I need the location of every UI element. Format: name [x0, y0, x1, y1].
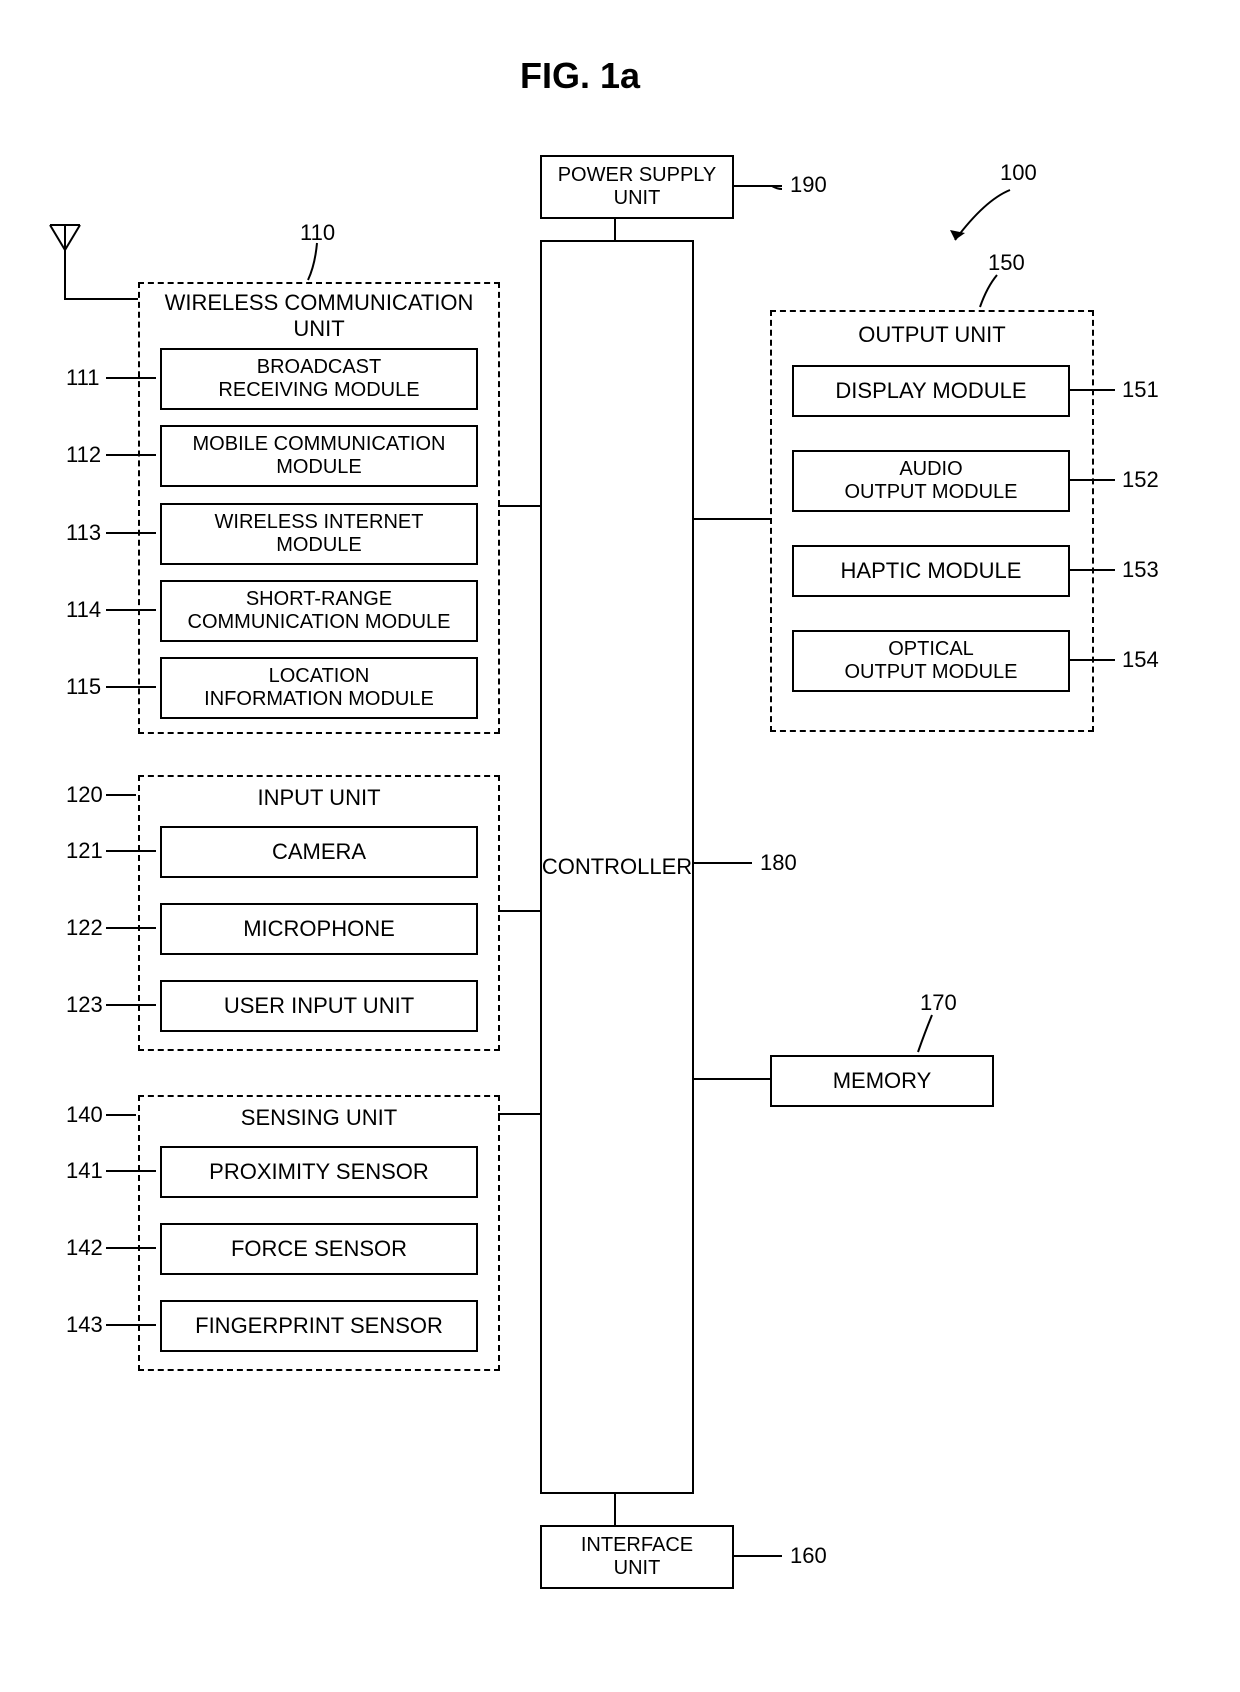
leader-122: [106, 927, 156, 929]
connector-interface: [614, 1492, 616, 1525]
interface-label: INTERFACE UNIT: [581, 1534, 693, 1580]
ref-114: 114: [66, 597, 101, 623]
ref-160: 160: [790, 1543, 827, 1569]
connector-input: [498, 910, 540, 912]
antenna-icon: [45, 220, 105, 320]
connector-output: [692, 518, 770, 520]
broadcast-label: BROADCAST RECEIVING MODULE: [218, 356, 419, 402]
leader-150: [975, 272, 1005, 312]
user-input-box: USER INPUT UNIT: [160, 980, 478, 1032]
diagram-canvas: FIG. 1a CONTROLLER POWER SUPPLY UNIT 190…: [0, 0, 1240, 1692]
ref-111: 111: [66, 365, 99, 391]
power-supply-box: POWER SUPPLY UNIT: [540, 155, 734, 219]
leader-190-curve: [730, 185, 790, 195]
ref-142: 142: [66, 1235, 103, 1261]
ref-115: 115: [66, 674, 101, 700]
sensing-unit-title: SENSING UNIT: [140, 1105, 498, 1131]
connector-wireless: [498, 505, 540, 507]
connector-memory: [692, 1078, 770, 1080]
ref-143: 143: [66, 1312, 103, 1338]
broadcast-box: BROADCAST RECEIVING MODULE: [160, 348, 478, 410]
ref-121: 121: [66, 838, 103, 864]
leader-180: [692, 862, 752, 864]
haptic-box: HAPTIC MODULE: [792, 545, 1070, 597]
proximity-label: PROXIMITY SENSOR: [209, 1159, 429, 1185]
power-label: POWER SUPPLY UNIT: [558, 164, 717, 210]
interface-box: INTERFACE UNIT: [540, 1525, 734, 1589]
ref-112: 112: [66, 442, 101, 468]
output-unit-title: OUTPUT UNIT: [772, 322, 1092, 348]
leader-152: [1070, 479, 1115, 481]
antenna-connect: [65, 298, 138, 300]
leader-143: [106, 1324, 156, 1326]
ref-141: 141: [66, 1158, 103, 1184]
haptic-label: HAPTIC MODULE: [841, 558, 1022, 584]
microphone-box: MICROPHONE: [160, 903, 478, 955]
ref-153: 153: [1122, 557, 1159, 583]
memory-box: MEMORY: [770, 1055, 994, 1107]
force-label: FORCE SENSOR: [231, 1236, 407, 1262]
display-label: DISPLAY MODULE: [835, 378, 1026, 404]
optical-label: OPTICAL OUTPUT MODULE: [845, 638, 1018, 684]
mobile-comm-label: MOBILE COMMUNICATION MODULE: [193, 433, 446, 479]
force-box: FORCE SENSOR: [160, 1223, 478, 1275]
leader-170: [910, 1012, 940, 1057]
audio-box: AUDIO OUTPUT MODULE: [792, 450, 1070, 512]
leader-120: [106, 794, 136, 796]
microphone-label: MICROPHONE: [243, 916, 395, 942]
controller-box: CONTROLLER: [540, 240, 694, 1494]
leader-142: [106, 1247, 156, 1249]
fingerprint-box: FINGERPRINT SENSOR: [160, 1300, 478, 1352]
ref-120: 120: [66, 782, 103, 808]
leader-153: [1070, 569, 1115, 571]
ref-113: 113: [66, 520, 101, 546]
leader-140: [106, 1114, 136, 1116]
fingerprint-label: FINGERPRINT SENSOR: [195, 1313, 443, 1339]
wireless-unit-title: WIRELESS COMMUNICATION UNIT: [140, 290, 498, 342]
leader-154: [1070, 659, 1115, 661]
optical-box: OPTICAL OUTPUT MODULE: [792, 630, 1070, 692]
arrow-100: [930, 185, 1020, 255]
connector-power: [614, 217, 616, 240]
ref-180: 180: [760, 850, 797, 876]
proximity-box: PROXIMITY SENSOR: [160, 1146, 478, 1198]
ref-140: 140: [66, 1102, 103, 1128]
figure-title: FIG. 1a: [520, 55, 640, 97]
audio-label: AUDIO OUTPUT MODULE: [845, 458, 1018, 504]
leader-114: [106, 609, 156, 611]
user-input-label: USER INPUT UNIT: [224, 993, 414, 1019]
leader-123: [106, 1004, 156, 1006]
connector-sensing: [498, 1113, 540, 1115]
camera-box: CAMERA: [160, 826, 478, 878]
wireless-net-label: WIRELESS INTERNET MODULE: [215, 511, 424, 557]
ref-123: 123: [66, 992, 103, 1018]
controller-label: CONTROLLER: [542, 854, 692, 880]
leader-160: [732, 1555, 782, 1557]
display-box: DISPLAY MODULE: [792, 365, 1070, 417]
wireless-net-box: WIRELESS INTERNET MODULE: [160, 503, 478, 565]
leader-111: [106, 377, 156, 379]
ref-152: 152: [1122, 467, 1159, 493]
camera-label: CAMERA: [272, 839, 366, 865]
short-range-label: SHORT-RANGE COMMUNICATION MODULE: [188, 588, 451, 634]
location-box: LOCATION INFORMATION MODULE: [160, 657, 478, 719]
ref-100: 100: [1000, 160, 1037, 186]
leader-112: [106, 454, 156, 456]
leader-110: [300, 240, 330, 285]
ref-122: 122: [66, 915, 103, 941]
leader-151: [1070, 389, 1115, 391]
location-label: LOCATION INFORMATION MODULE: [204, 665, 434, 711]
leader-121: [106, 850, 156, 852]
memory-label: MEMORY: [833, 1068, 932, 1094]
leader-115: [106, 686, 156, 688]
short-range-box: SHORT-RANGE COMMUNICATION MODULE: [160, 580, 478, 642]
ref-190: 190: [790, 172, 827, 198]
mobile-comm-box: MOBILE COMMUNICATION MODULE: [160, 425, 478, 487]
ref-154: 154: [1122, 647, 1159, 673]
input-unit-title: INPUT UNIT: [140, 785, 498, 811]
leader-113: [106, 532, 156, 534]
leader-141: [106, 1170, 156, 1172]
ref-151: 151: [1122, 377, 1159, 403]
